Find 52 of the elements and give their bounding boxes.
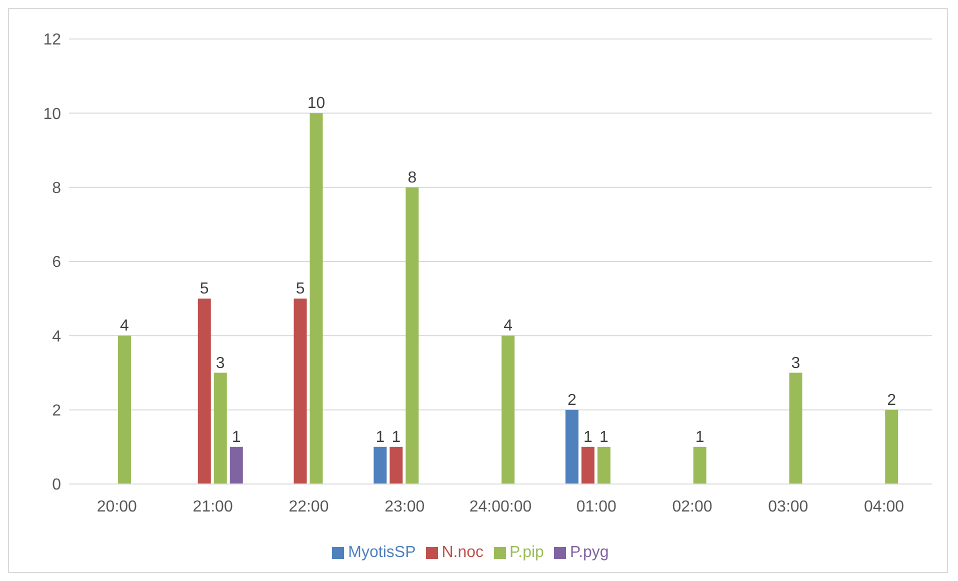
y-tick-label: 8 xyxy=(52,180,62,198)
y-tick-label: 10 xyxy=(43,106,62,123)
data-label: 5 xyxy=(200,280,209,298)
x-tick-label: 01:00 xyxy=(576,498,617,516)
y-tick-label: 4 xyxy=(52,328,62,346)
x-tick-label: 24:00:00 xyxy=(469,498,532,516)
legend-label: P.pyg xyxy=(570,544,609,561)
bar xyxy=(406,187,419,484)
y-tick-label: 12 xyxy=(43,32,62,49)
bar xyxy=(390,446,403,484)
bar xyxy=(789,372,802,484)
x-tick-label: 23:00 xyxy=(384,498,425,516)
x-tick-label: 20:00 xyxy=(96,498,138,516)
x-tick-label: 04:00 xyxy=(864,498,904,516)
bar xyxy=(502,336,515,484)
bar xyxy=(374,446,387,484)
data-label: 4 xyxy=(504,318,513,335)
bar xyxy=(565,410,578,484)
bar xyxy=(885,410,898,484)
data-label: 1 xyxy=(392,428,401,446)
data-label: 1 xyxy=(583,428,592,446)
bar xyxy=(294,298,307,484)
data-label: 1 xyxy=(599,428,608,446)
bar xyxy=(693,446,706,484)
x-tick-label: 02:00 xyxy=(672,498,712,516)
bar xyxy=(597,446,610,484)
data-label: 1 xyxy=(695,428,704,446)
legend-label: N.noc xyxy=(442,544,484,561)
x-tick-label: 21:00 xyxy=(192,498,233,516)
data-label: 10 xyxy=(307,95,326,112)
data-label: 3 xyxy=(791,354,800,372)
y-tick-label: 2 xyxy=(52,402,62,420)
legend-label: MyotisSP xyxy=(348,544,416,561)
bar xyxy=(198,298,211,484)
data-label: 4 xyxy=(120,318,130,335)
data-label: 2 xyxy=(567,392,576,409)
x-tick-label: 22:00 xyxy=(288,498,329,516)
bar xyxy=(214,372,227,484)
bar xyxy=(581,446,594,484)
data-label: 1 xyxy=(376,428,385,446)
data-label: 3 xyxy=(216,354,225,372)
data-label: 1 xyxy=(232,428,241,446)
bar xyxy=(118,336,131,484)
y-tick-label: 0 xyxy=(52,476,62,494)
legend-label: P.pip xyxy=(510,544,544,561)
bar xyxy=(310,113,323,484)
x-tick-label: 03:00 xyxy=(768,498,808,516)
data-label: 5 xyxy=(296,280,305,298)
bar xyxy=(230,446,243,484)
data-label: 8 xyxy=(408,169,417,186)
data-label: 2 xyxy=(887,392,896,409)
y-tick-label: 6 xyxy=(52,254,62,272)
